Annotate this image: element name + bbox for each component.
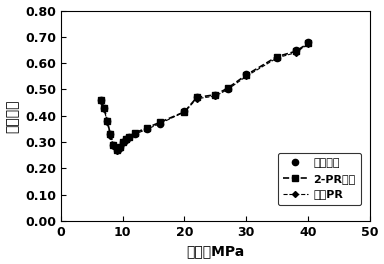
实验数据	[127, 135, 131, 138]
校正PR	[225, 88, 230, 91]
2-PR方程	[145, 126, 150, 129]
校正PR	[244, 75, 248, 78]
2-PR方程	[118, 146, 122, 149]
校正PR	[275, 56, 280, 59]
2-PR方程	[105, 120, 109, 123]
校正PR	[99, 100, 103, 103]
2-PR方程	[275, 55, 280, 58]
校正PR	[121, 142, 125, 145]
2-PR方程	[127, 135, 131, 138]
校正PR	[213, 95, 218, 98]
实验数据	[293, 48, 298, 51]
实验数据	[111, 143, 116, 146]
Legend: 实验数据, 2-PR方程, 校正PR: 实验数据, 2-PR方程, 校正PR	[278, 153, 361, 205]
实验数据	[118, 146, 122, 149]
2-PR方程	[121, 140, 125, 144]
2-PR方程	[293, 50, 298, 53]
校正PR	[157, 122, 162, 125]
实验数据	[105, 120, 109, 123]
校正PR	[105, 121, 109, 124]
实验数据	[306, 41, 310, 44]
校正PR	[102, 108, 106, 111]
2-PR方程	[195, 96, 199, 99]
实验数据	[114, 148, 119, 152]
X-axis label: 压力，MPa: 压力，MPa	[186, 244, 245, 258]
校正PR	[124, 139, 128, 142]
实验数据	[225, 88, 230, 91]
2-PR方程	[213, 93, 218, 96]
实验数据	[124, 138, 128, 141]
2-PR方程	[306, 42, 310, 45]
实验数据	[102, 106, 106, 110]
校正PR	[306, 43, 310, 46]
校正PR	[195, 97, 199, 100]
校正PR	[145, 127, 150, 130]
校正PR	[133, 133, 137, 136]
2-PR方程	[133, 131, 137, 134]
2-PR方程	[99, 98, 103, 102]
校正PR	[127, 136, 131, 140]
校正PR	[111, 144, 116, 148]
2-PR方程	[108, 133, 113, 136]
校正PR	[114, 150, 119, 153]
Line: 2-PR方程: 2-PR方程	[98, 41, 311, 153]
校正PR	[118, 147, 122, 150]
2-PR方程	[114, 148, 119, 152]
Line: 校正PR: 校正PR	[99, 42, 310, 153]
校正PR	[108, 134, 113, 137]
实验数据	[275, 56, 280, 59]
2-PR方程	[225, 87, 230, 90]
2-PR方程	[244, 73, 248, 77]
实验数据	[145, 127, 150, 130]
实验数据	[99, 98, 103, 102]
实验数据	[108, 133, 113, 136]
2-PR方程	[111, 143, 116, 146]
校正PR	[182, 110, 187, 114]
实验数据	[121, 140, 125, 144]
实验数据	[195, 96, 199, 99]
2-PR方程	[102, 106, 106, 110]
校正PR	[293, 51, 298, 54]
2-PR方程	[124, 138, 128, 141]
Y-axis label: 偶极因子: 偶极因子	[5, 99, 20, 133]
Line: 实验数据: 实验数据	[98, 39, 311, 153]
2-PR方程	[182, 110, 187, 114]
实验数据	[157, 122, 162, 125]
实验数据	[244, 72, 248, 75]
实验数据	[133, 133, 137, 136]
2-PR方程	[157, 121, 162, 124]
实验数据	[182, 109, 187, 112]
实验数据	[213, 93, 218, 96]
